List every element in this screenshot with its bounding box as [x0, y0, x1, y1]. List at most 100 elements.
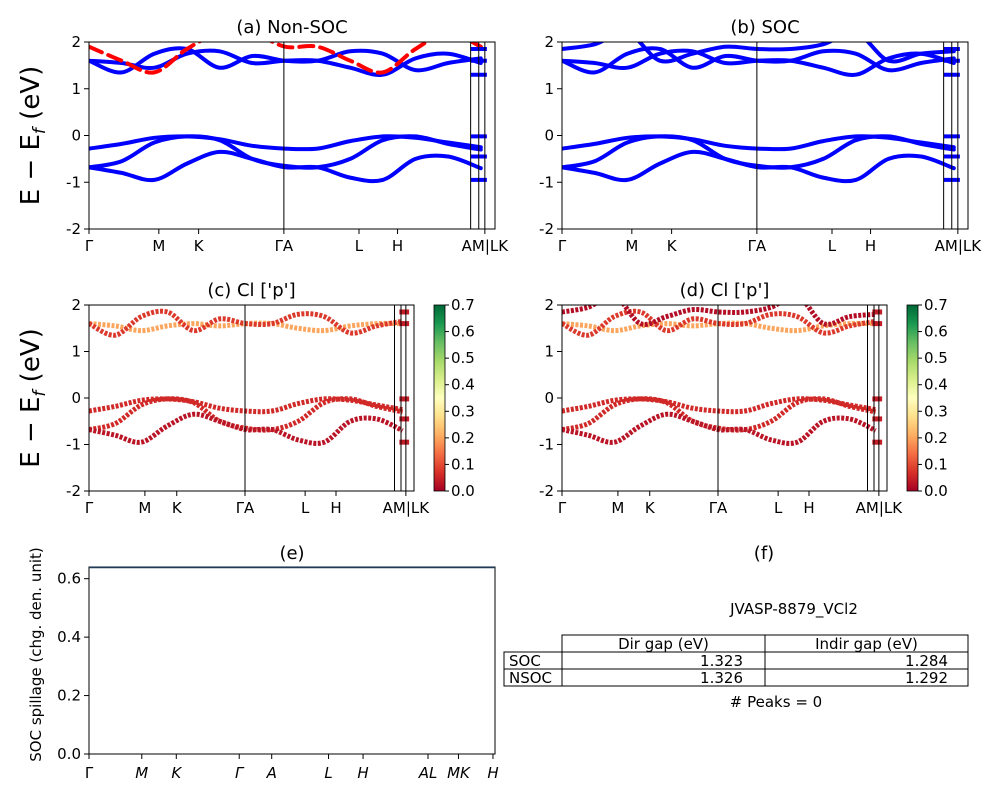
band-line: [562, 134, 956, 170]
x-tick-label: A: [266, 764, 277, 782]
y-tick-label: 2: [71, 296, 81, 314]
x-tick-label: K: [645, 499, 656, 517]
x-tick-label: M: [135, 764, 148, 782]
x-tick-label: K: [667, 237, 678, 255]
x-tick-label: Γ: [85, 764, 94, 782]
x-tick-label: K: [171, 764, 182, 782]
x-tick-label: Γ: [235, 764, 245, 782]
x-tick-label: Γ: [558, 237, 567, 255]
y-tick-label: 0.6: [57, 570, 81, 588]
colorbar-tick-label: 0.0: [924, 482, 948, 500]
band-line: [562, 46, 956, 75]
x-tick-label: AM|LK: [383, 499, 431, 517]
table-footer: # Peaks = 0: [730, 693, 822, 711]
colorbar-tick-label: 0.6: [924, 323, 948, 341]
y-axis-label: E − Ef (eV): [16, 66, 50, 206]
table-value: 1.284: [905, 652, 948, 670]
y-tick-label: -2: [66, 482, 81, 500]
panel-b: -2 -1 0 1 2 Γ M K ΓA L H AM|LK (b) SOC: [539, 17, 982, 255]
plot-area: [562, 42, 960, 184]
y-tick-label: 1: [71, 343, 81, 361]
table-value: 1.323: [700, 652, 743, 670]
x-tick-label: H: [357, 764, 368, 782]
x-tick-label: H: [865, 237, 876, 255]
band-line: [562, 149, 956, 184]
colorbar-tick-label: 0.4: [924, 376, 948, 394]
panel-title: (b) SOC: [730, 17, 799, 38]
y-tick-label: -1: [66, 173, 81, 191]
table-caption: JVASP-8879_VCl2: [729, 600, 858, 619]
x-tick-label: ΓA: [709, 499, 728, 517]
y-tick-label: 2: [71, 33, 81, 51]
table-column-header: Indir gap (eV): [815, 635, 918, 653]
x-tick-label: H: [330, 499, 341, 517]
panel-title: (c) Cl ['p']: [207, 280, 295, 301]
x-tick-label: M: [138, 499, 151, 517]
y-tick-label: 0.0: [57, 745, 81, 763]
panel-c: -2 -1 0 1 2 Γ M K ΓA L H AM|LK (c) Cl ['p'] E − Ef (e…: [16, 280, 475, 517]
y-tick-label: -1: [66, 436, 81, 454]
colorbar-tick-label: 0.5: [451, 349, 475, 367]
panel-title: (f): [754, 543, 774, 564]
y-axis-label: SOC spillage (chg. den. unit): [27, 547, 45, 762]
panel-title: (a) Non-SOC: [236, 17, 347, 38]
x-tick-label: L: [355, 237, 364, 255]
y-tick-label: -2: [539, 220, 554, 238]
y-tick-label: 1: [544, 80, 554, 98]
x-tick-label: AM|LK: [462, 237, 510, 255]
panel-title: (e): [279, 543, 304, 564]
x-tick-label: Γ: [558, 499, 567, 517]
plot-area: [562, 305, 883, 446]
colorbar-tick-label: 0.5: [924, 349, 948, 367]
colorbar-tick-label: 0.3: [924, 402, 948, 420]
band-line: [89, 42, 483, 75]
colorbar-tick-label: 0.7: [451, 296, 475, 314]
x-tick-label: MK: [447, 764, 471, 782]
panel-f: (f) JVASP-8879_VCl2 Dir gap (eV) Indir gap …: [503, 543, 969, 711]
band-line: [89, 46, 483, 75]
panel-e: 0.00.20.40.6Γ M K Γ A L H AL MK H(e)SOC spillage …: [27, 543, 499, 782]
axes-frame: [88, 41, 496, 230]
colorbar-tick-label: 0.1: [924, 455, 948, 473]
x-tick-label: L: [301, 499, 310, 517]
panel-title: (d) Cl ['p']: [680, 280, 770, 301]
colorbar-tick-label: 0.7: [924, 296, 948, 314]
axes-frame: [561, 41, 969, 230]
colorbar-tick-label: 0.3: [451, 402, 475, 420]
x-tick-label: Γ: [85, 237, 94, 255]
y-tick-label: 2: [544, 296, 554, 314]
x-tick-label: K: [194, 237, 205, 255]
x-tick-label: M: [611, 499, 624, 517]
band-scatter: [89, 396, 404, 415]
x-tick-label: M: [625, 237, 638, 255]
table-value: 1.326: [700, 669, 743, 687]
x-tick-label: ΓA: [236, 499, 255, 517]
band-scatter: [562, 411, 877, 446]
x-tick-label: H: [487, 764, 498, 782]
plot-area: [89, 42, 487, 184]
x-tick-label: L: [774, 499, 783, 517]
y-tick-label: -2: [539, 482, 554, 500]
x-tick-label: H: [392, 237, 403, 255]
y-tick-label: -1: [539, 173, 554, 191]
y-tick-label: 1: [544, 343, 554, 361]
x-tick-label: H: [803, 499, 814, 517]
panel-a: -2 -1 0 1 2 Γ M K ΓA L H AM|LK (a) Non-SOC E − Ef (eV…: [16, 17, 509, 255]
colorbar: [433, 304, 446, 492]
band-line: [89, 134, 483, 170]
y-tick-label: -1: [539, 436, 554, 454]
colorbar-tick-label: 0.2: [924, 429, 948, 447]
table-column-header: Dir gap (eV): [618, 635, 709, 653]
table-row-label: SOC: [509, 652, 541, 670]
colorbar-tick-label: 0.0: [451, 482, 475, 500]
axes-frame: [88, 566, 496, 755]
band-scatter: [89, 411, 404, 446]
colorbar: [906, 304, 919, 492]
y-tick-label: 0: [544, 389, 554, 407]
x-tick-label: ΓA: [748, 237, 767, 255]
plot-area: [89, 308, 410, 446]
y-axis-label: E − Ef (eV): [16, 328, 50, 468]
colorbar-tick-label: 0.6: [451, 323, 475, 341]
table-row-label: NSOC: [509, 669, 552, 687]
